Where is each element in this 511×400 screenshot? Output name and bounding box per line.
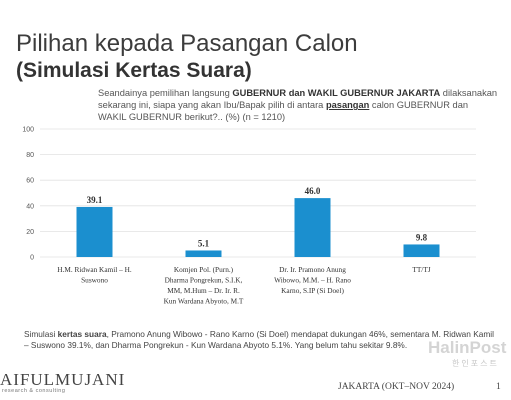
x-tick-label: Dr. Ir. Pramono Anung Wibowo, M.M. – H. R…	[274, 265, 351, 295]
note-bold: kertas suara	[57, 329, 107, 339]
x-tick-label: Komjen Pol. (Purn.) Dharma Pongrekun, S.I…	[164, 265, 244, 306]
bar	[185, 250, 222, 257]
footer-location-date: JAKARTA (OKT–NOV 2024)	[338, 382, 455, 392]
company-logo: AIFULMUJANI	[0, 370, 126, 389]
data-label: 39.1	[87, 195, 103, 205]
data-label: 5.1	[198, 238, 210, 248]
page-number: 1	[496, 382, 501, 392]
data-label: 9.8	[416, 232, 428, 242]
y-tick-label: 100	[22, 127, 34, 134]
watermark: HalinPost	[428, 338, 507, 357]
y-tick-label: 80	[26, 152, 34, 159]
x-tick-label-line: Suswono	[81, 276, 108, 285]
bar	[76, 206, 113, 257]
y-tick-label: 60	[26, 178, 34, 185]
note-text-2: , Pramono Anung Wibowo - Rano Karno (Si …	[24, 329, 494, 350]
x-tick-label-line: Dharma Pongrekun, S.I.K,	[165, 276, 243, 285]
note-text-1: Simulasi	[24, 329, 58, 339]
slide-subtitle: (Simulasi Kertas Suara)	[16, 59, 252, 82]
y-tick-label: 40	[26, 203, 34, 210]
company-logo-tagline: research & consulting	[2, 388, 66, 394]
question-text-2: dilaksanakan sekarang ini, siapa yang ak…	[98, 88, 498, 110]
y-tick-label: 0	[30, 255, 34, 262]
x-tick-label: H.M. Ridwan Kamil – H. Suswono	[57, 265, 132, 285]
x-tick-label-line: Dr. Ir. Pramono Anung	[279, 265, 346, 274]
question-text-1: Seandainya pemilihan langsung	[98, 88, 233, 98]
chart-note: Simulasi kertas suara, Pramono Anung Wib…	[24, 329, 494, 351]
x-tick-label-line: Wibowo, M.M. – H. Rano	[274, 276, 351, 285]
x-tick-label-line: H.M. Ridwan Kamil – H.	[57, 265, 132, 274]
data-label: 46.0	[305, 186, 321, 196]
watermark-subtext: 한인포스트	[452, 359, 499, 368]
x-tick-label-line: MM, M.Hum – Dr. Ir. R.	[167, 286, 240, 295]
x-tick-label-line: Karno, S.IP (Si Doel)	[281, 286, 344, 295]
question-underline: pasangan	[325, 100, 370, 110]
question-bold-2: pasangan	[326, 100, 369, 110]
x-tick-label-line: TT/TJ	[412, 265, 430, 274]
bar	[294, 198, 331, 257]
slide-title: Pilihan kepada Pasangan Calon	[16, 30, 358, 57]
x-tick-label-line: Komjen Pol. (Purn.)	[174, 265, 234, 274]
x-tick-label-line: Kun Wardana Abyoto, M.T	[164, 297, 244, 306]
question-bold-1: GUBERNUR dan WAKIL GUBERNUR JAKARTA	[232, 88, 441, 98]
y-tick-label: 20	[26, 229, 34, 236]
x-tick-label: TT/TJ	[412, 265, 430, 274]
question-text-3: calon GUBERNUR dan WAKIL GUBERNUR beriku…	[98, 100, 469, 122]
bar	[403, 244, 440, 257]
survey-question: Seandainya pemilihan langsung GUBERNUR d…	[98, 87, 498, 123]
